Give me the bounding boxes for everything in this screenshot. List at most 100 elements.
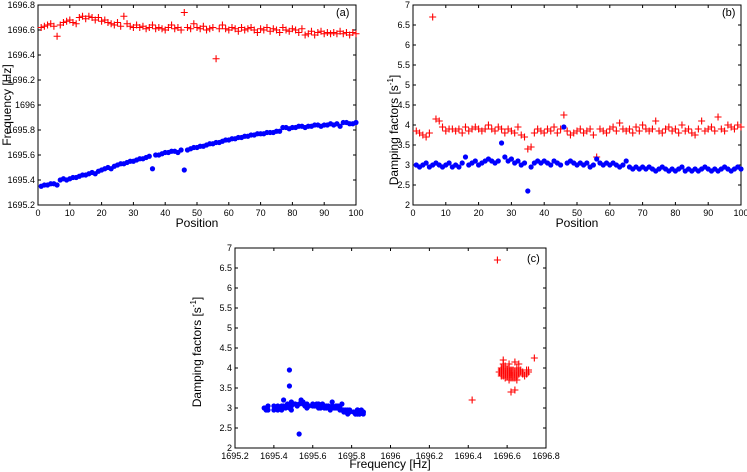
series2-circle-point — [738, 166, 744, 172]
series1-plus-point — [530, 354, 538, 362]
series1-plus-point — [180, 9, 188, 16]
panel-b-marks — [412, 13, 745, 194]
y-tick-label: 4.5 — [397, 100, 410, 110]
series1-plus-point — [98, 17, 106, 25]
y-tick-label: 4.5 — [219, 343, 232, 353]
x-tick-label: 1696.8 — [532, 451, 560, 461]
y-tick-label: 3.5 — [219, 383, 232, 393]
series2-circle-point — [181, 167, 187, 173]
series1-plus-point — [612, 127, 620, 135]
panel-b-y-axis-label-end: ] — [387, 75, 401, 78]
y-tick-label: 7 — [227, 243, 232, 253]
series1-plus-point — [152, 25, 160, 33]
series1-plus-point — [652, 117, 660, 125]
series1-plus-point — [429, 13, 437, 21]
series1-plus-point — [215, 25, 223, 33]
series1-plus-point — [53, 32, 61, 40]
series1-plus-point — [307, 27, 315, 35]
x-tick-label: 1695.6 — [299, 451, 327, 461]
x-tick-label: 1695.8 — [338, 451, 366, 461]
x-tick-label: 0 — [35, 208, 40, 218]
panel-c-marks — [261, 256, 538, 437]
series1-plus-point — [69, 19, 77, 26]
series1-plus-point — [547, 127, 555, 135]
series2-circle-point — [525, 188, 531, 194]
series1-plus-point — [616, 119, 624, 127]
x-tick-label: 100 — [348, 208, 363, 218]
series2-circle-point — [456, 164, 462, 170]
series2-circle-point — [459, 160, 465, 166]
x-tick-label: 10 — [441, 208, 451, 218]
series2-circle-point — [306, 403, 312, 409]
series2-circle-point — [286, 383, 293, 389]
series2-circle-point — [561, 124, 567, 130]
series1-plus-point — [675, 129, 683, 137]
series2-circle-point — [623, 158, 629, 164]
series2-circle-point — [462, 154, 469, 160]
x-tick-label: 1696 — [380, 451, 400, 461]
series2-circle-point — [590, 162, 597, 168]
series1-plus-point — [629, 129, 637, 137]
series1-plus-point — [648, 125, 656, 133]
series1-plus-point — [514, 123, 522, 131]
y-tick-label: 1695.8 — [7, 125, 35, 135]
series2-circle-point — [339, 401, 345, 407]
x-tick-label: 1696.2 — [416, 451, 444, 461]
series2-circle-point — [337, 123, 343, 129]
series2-circle-point — [472, 158, 478, 164]
y-tick-label: 2 — [405, 200, 410, 210]
series1-plus-point — [609, 123, 617, 131]
series2-circle-point — [354, 407, 361, 413]
series2-circle-point — [360, 409, 366, 415]
x-tick-label: 1695.2 — [221, 451, 249, 461]
series1-plus-point — [269, 25, 277, 33]
series1-plus-point — [222, 25, 230, 33]
y-tick-label: 1696 — [15, 100, 35, 110]
series2-circle-point — [280, 397, 287, 403]
x-tick-label: 50 — [572, 208, 582, 218]
x-tick-label: 40 — [160, 208, 170, 218]
series1-plus-point — [244, 25, 252, 33]
series2-circle-point — [296, 431, 302, 437]
series1-plus-point — [425, 129, 433, 137]
series1-plus-point — [491, 127, 499, 135]
series1-plus-point — [59, 19, 67, 26]
series1-plus-point — [114, 19, 121, 26]
y-tick-label: 6 — [405, 40, 410, 50]
x-tick-label: 50 — [192, 208, 202, 218]
panel-b-damping-vs-position: 0 10 20 30 40 50 60 70 80 90 100 2 2.5 3 3.5 4 4.5 5 5.5 6 6… — [386, 0, 747, 230]
y-tick-label: 1696.6 — [7, 25, 35, 35]
panel-a-tag: (a) — [336, 7, 349, 19]
panel-c-damping-vs-frequency: 1695.2 1695.4 1695.6 1695.8 1696 1696.2 1696.4… — [189, 243, 560, 471]
x-tick-label: 70 — [638, 208, 648, 218]
y-tick-label: 1695.4 — [7, 175, 35, 185]
series1-plus-point — [323, 29, 331, 36]
series1-plus-point — [685, 125, 693, 133]
series1-plus-point — [206, 25, 214, 33]
series1-plus-point — [714, 113, 722, 121]
x-tick-label: 1696.6 — [493, 451, 521, 461]
panel-c-plot-area — [234, 247, 547, 449]
series2-circle-point — [528, 164, 534, 170]
panel-b-y-axis-label-sup: -1 — [386, 78, 395, 86]
series2-circle-point — [502, 154, 508, 160]
series1-plus-point — [314, 29, 322, 36]
panel-c-tag: (c) — [527, 253, 540, 265]
series1-plus-point — [525, 368, 533, 376]
panel-a-marks — [37, 9, 360, 189]
series2-circle-point — [548, 162, 554, 168]
y-tick-label: 5 — [227, 323, 232, 333]
series1-plus-point — [635, 127, 643, 135]
x-tick-label: 80 — [670, 208, 680, 218]
series1-plus-point — [37, 24, 45, 31]
y-tick-label: 3.5 — [397, 140, 410, 150]
series1-plus-point — [50, 22, 58, 30]
series2-circle-point — [495, 158, 501, 164]
series2-circle-point — [329, 399, 335, 405]
series1-plus-point — [711, 127, 719, 135]
series1-plus-point — [263, 24, 271, 31]
series1-plus-point — [241, 26, 249, 34]
series1-plus-point — [484, 121, 492, 129]
panel-c-y-axis-label-end: ] — [190, 297, 204, 300]
series2-circle-point — [594, 156, 600, 162]
